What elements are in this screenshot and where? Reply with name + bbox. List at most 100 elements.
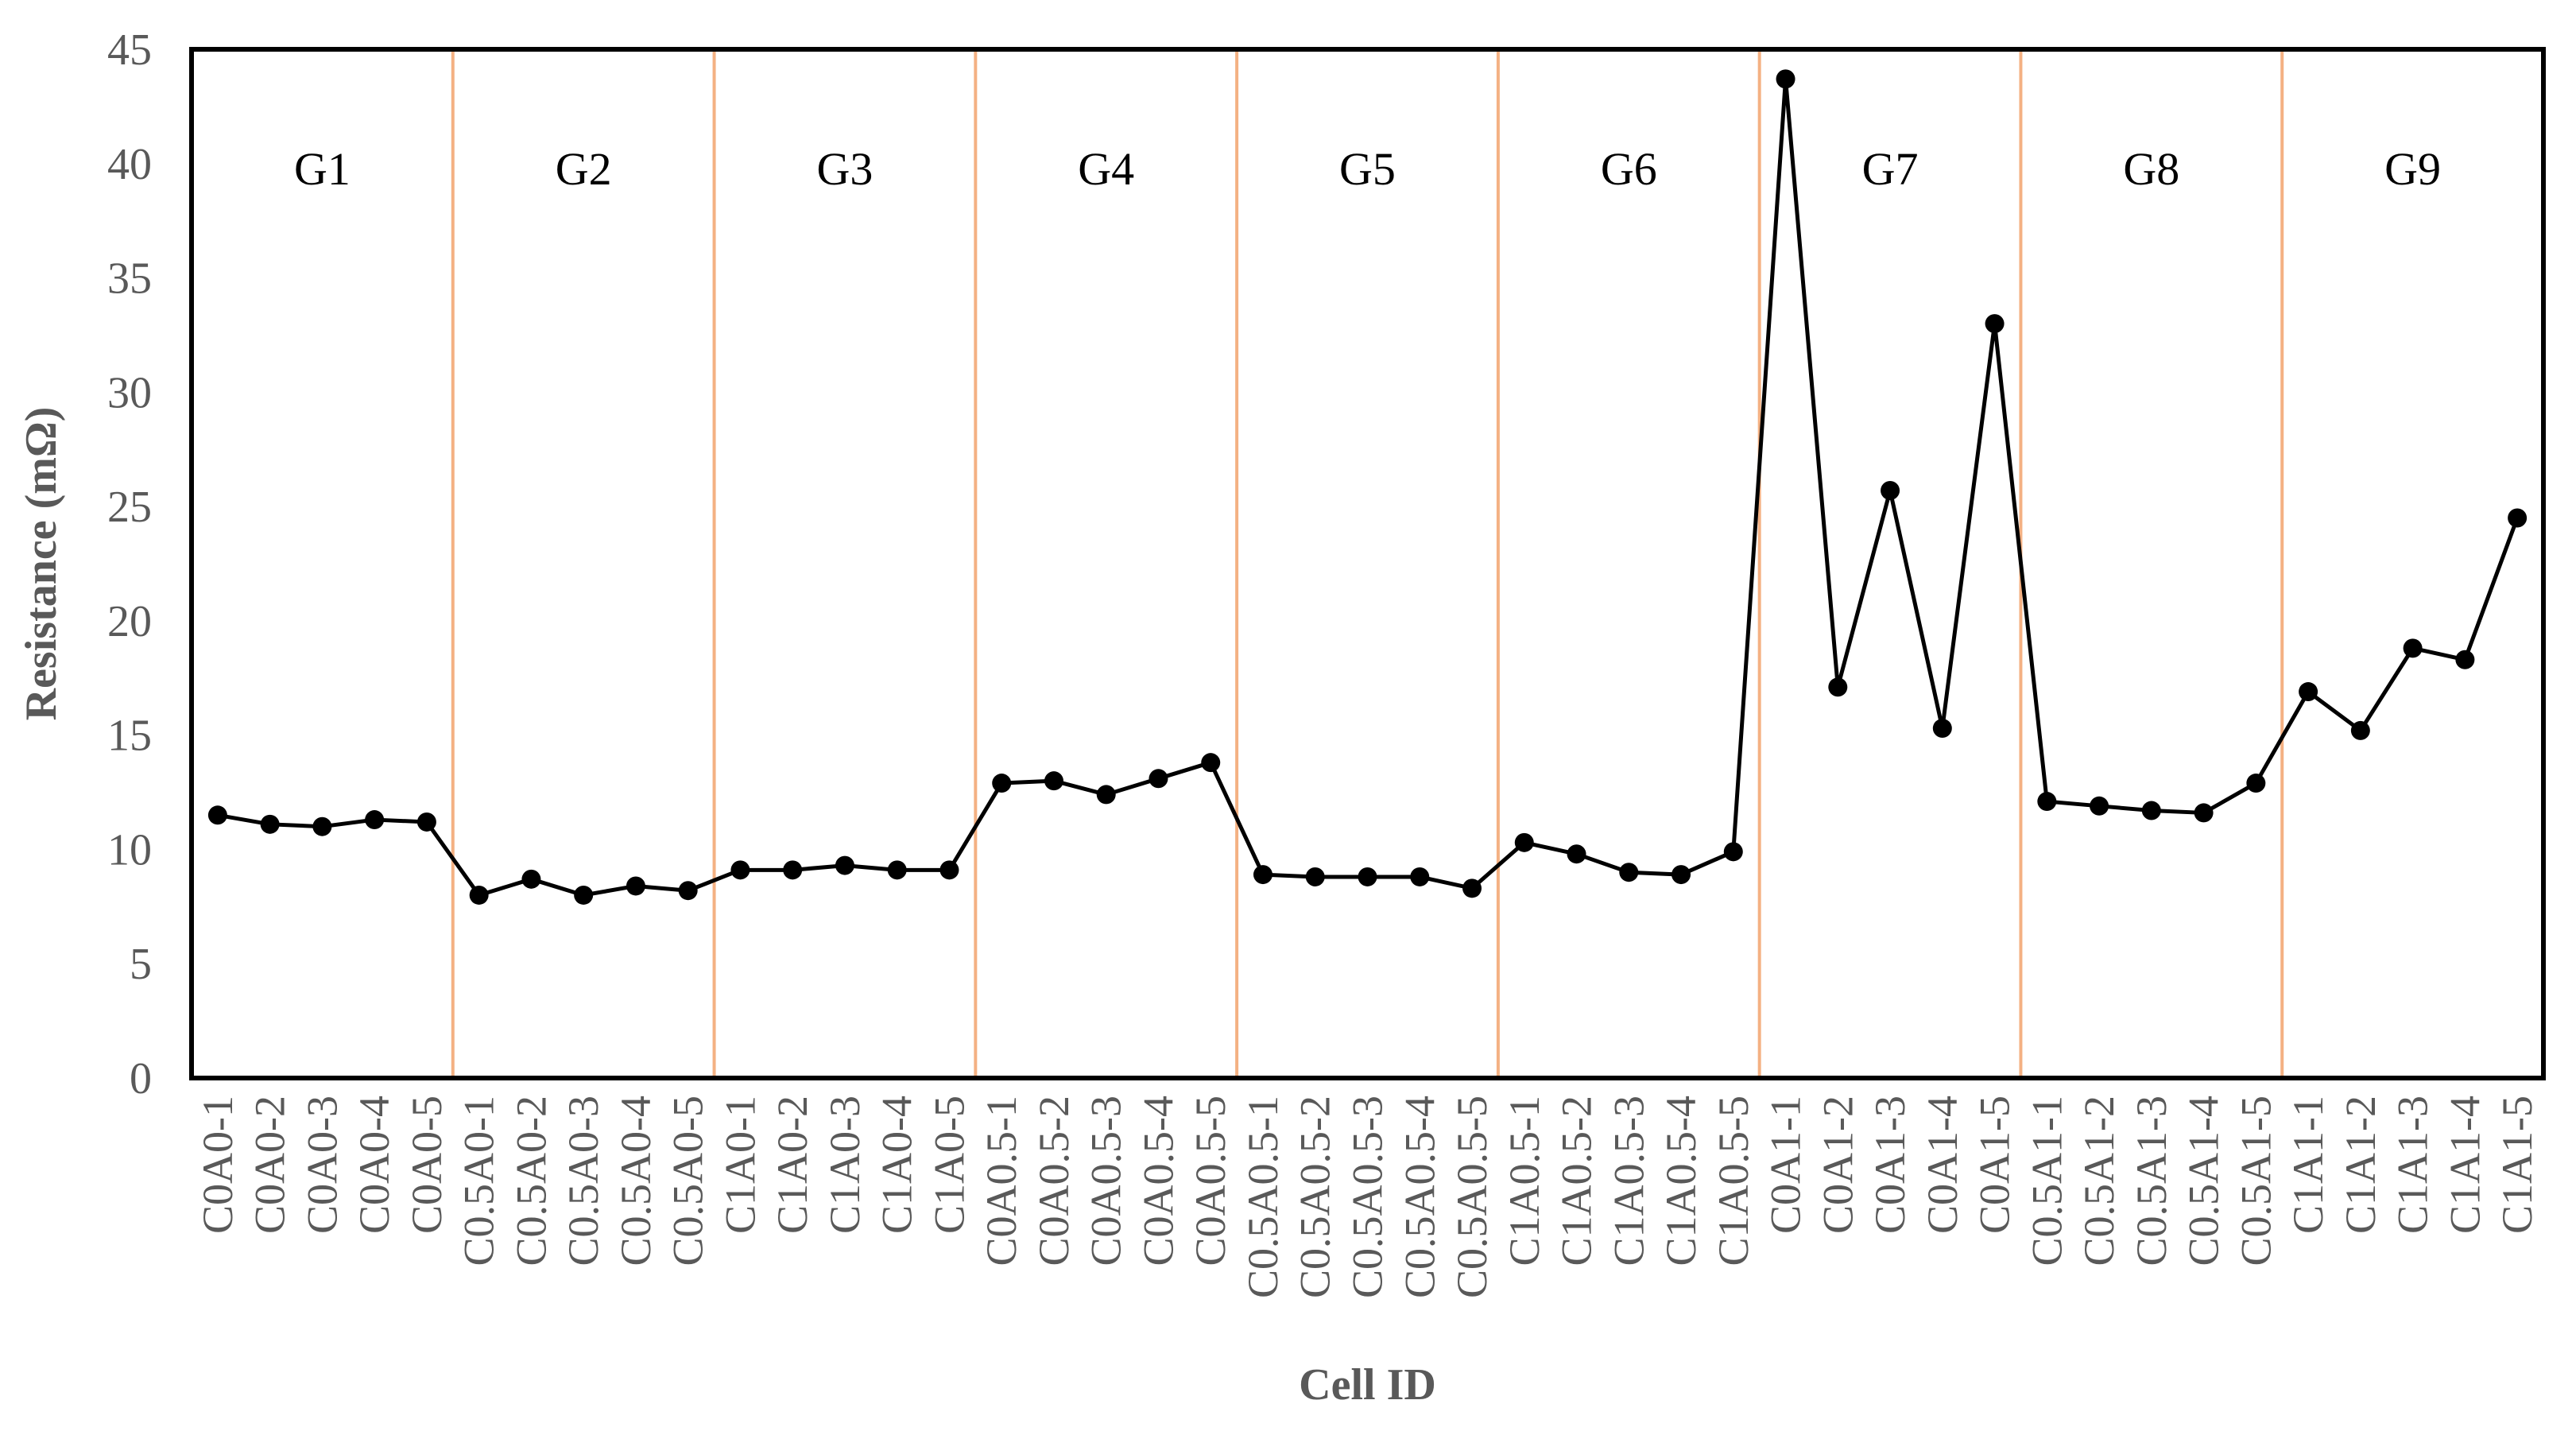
data-point [1932, 719, 1952, 739]
data-point [2246, 774, 2266, 793]
y-tick-label: 30 [107, 368, 152, 417]
data-point [2508, 508, 2528, 528]
data-point [835, 855, 854, 875]
data-point [260, 814, 280, 834]
x-tick-label: C0.5A0-2 [507, 1096, 555, 1266]
x-tick-label: C1A0-4 [874, 1096, 921, 1234]
x-tick-label: C1A0-3 [821, 1096, 869, 1234]
y-tick-label: 45 [107, 25, 152, 75]
x-tick-label: C0A0-5 [403, 1096, 451, 1234]
data-point [1358, 867, 1377, 886]
x-tick-label: C1A1-1 [2284, 1096, 2332, 1234]
data-point [2350, 720, 2370, 740]
group-label: G2 [556, 143, 612, 195]
data-point [1201, 753, 1221, 773]
data-point [2194, 803, 2214, 823]
data-point [1096, 785, 1116, 805]
x-tick-label: C1A0.5-4 [1657, 1096, 1705, 1266]
data-point [207, 805, 227, 825]
x-tick-label: C1A0.5-5 [1710, 1096, 1757, 1266]
plot-frame [189, 47, 2546, 1080]
x-tick-label: C1A1-3 [2389, 1096, 2437, 1234]
x-tick-label: C0.5A0.5-4 [1396, 1096, 1443, 1298]
x-tick-label: C0A0-3 [298, 1096, 346, 1234]
data-point [939, 860, 959, 880]
x-axis-title: Cell ID [1299, 1360, 1436, 1410]
data-point [626, 876, 645, 896]
series-line [217, 76, 2520, 898]
data-point [1828, 677, 1848, 697]
data-point [469, 885, 489, 905]
group-label: G4 [1078, 143, 1134, 195]
x-tick-label: C1A0.5-1 [1501, 1096, 1548, 1266]
x-tick-label: C0.5A1-1 [2023, 1096, 2070, 1266]
y-tick-label: 40 [107, 140, 152, 189]
data-point [416, 812, 436, 832]
data-point [2090, 796, 2109, 816]
data-point [1567, 844, 1586, 864]
data-point [1462, 878, 1482, 898]
x-tick-label: C1A0.5-2 [1553, 1096, 1601, 1266]
x-tick-label: C1A0-2 [769, 1096, 816, 1234]
group-label: G9 [2384, 143, 2441, 195]
group-label: G1 [294, 143, 351, 195]
x-tick-label: C0A1-4 [1919, 1096, 1966, 1234]
data-markers [207, 69, 2528, 905]
data-point [2299, 682, 2318, 702]
x-tick-label: C1A0-1 [716, 1096, 764, 1234]
data-point [1881, 480, 1900, 500]
x-tick-label: C0A1-2 [1814, 1096, 1861, 1234]
x-tick-label: C0A1-3 [1866, 1096, 1914, 1234]
x-tick-label: C0A1-5 [1971, 1096, 2019, 1234]
data-point [1149, 769, 1168, 789]
data-point [1410, 867, 1430, 886]
y-tick-label: 20 [107, 597, 152, 646]
data-point [365, 810, 385, 830]
x-tick-label: C0A0.5-5 [1187, 1096, 1234, 1266]
x-tick-label: C0.5A0-3 [560, 1096, 607, 1266]
group-label: G6 [1601, 143, 1657, 195]
data-point [1253, 865, 1273, 885]
x-tick-label: C1A1-4 [2441, 1096, 2489, 1234]
y-tick-label: 0 [130, 1054, 152, 1103]
group-dividers [451, 49, 2284, 1078]
series-line-group [217, 76, 2520, 898]
group-label: G8 [2123, 143, 2179, 195]
data-point [1723, 842, 1743, 862]
x-tick-label: C0.5A0.5-5 [1448, 1096, 1496, 1298]
group-label: G7 [1862, 143, 1919, 195]
data-point [678, 881, 698, 901]
x-tick-label: C0.5A1-3 [2128, 1096, 2175, 1266]
data-point [1619, 863, 1639, 882]
x-tick-label: C1A0.5-3 [1605, 1096, 1652, 1266]
data-point [2141, 801, 2161, 820]
data-point [574, 885, 594, 905]
y-tick-label: 25 [107, 483, 152, 532]
x-tick-label: C0A0.5-4 [1134, 1096, 1182, 1266]
x-tick-label: C0A0-4 [351, 1096, 398, 1234]
x-tick-label: C0.5A1-5 [2232, 1096, 2280, 1266]
data-point [2403, 638, 2423, 658]
data-point [2037, 792, 2057, 812]
y-tick-label: 15 [107, 712, 152, 761]
y-axis-title: Resistance (mΩ) [17, 407, 66, 721]
x-tick-label: C1A1-5 [2493, 1096, 2541, 1234]
data-point [521, 869, 541, 889]
x-tick-label: C0A0-1 [194, 1096, 242, 1234]
y-tick-label: 35 [107, 254, 152, 304]
data-point [992, 774, 1012, 793]
x-tick-label: C0A0-2 [246, 1096, 294, 1234]
x-axis-ticks: C0A0-1 C0A0-2 C0A0-3 C0A0-4 C0A0-5 C0.5A0-1 C0… [194, 1096, 2541, 1298]
x-tick-label: C0.5A0-5 [664, 1096, 712, 1266]
x-tick-label: C1A1-2 [2337, 1096, 2384, 1234]
x-tick-label: C0A1-1 [1762, 1096, 1810, 1234]
y-tick-label: 5 [130, 940, 152, 989]
group-label: G3 [816, 143, 873, 195]
data-point [1305, 867, 1325, 886]
y-axis-ticks: 0 5 10 15 20 25 30 35 40 45 [107, 25, 152, 1103]
group-label: G5 [1339, 143, 1396, 195]
x-tick-label: C0.5A0.5-3 [1344, 1096, 1392, 1298]
data-point [1671, 865, 1691, 885]
data-point [783, 860, 803, 880]
